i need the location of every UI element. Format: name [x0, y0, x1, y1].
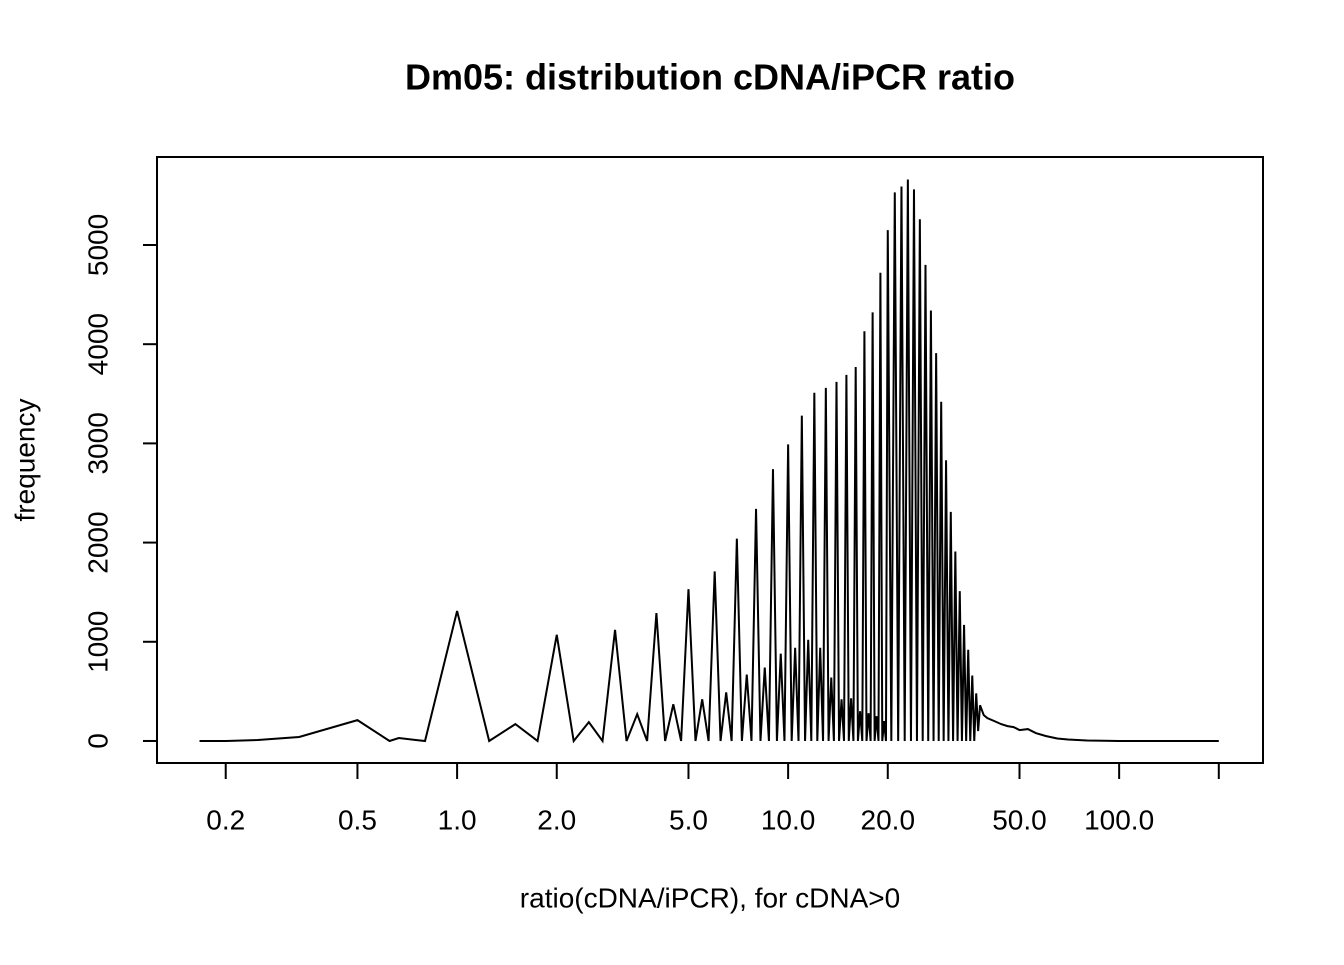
x-tick-label: 0.2: [206, 804, 245, 835]
x-tick-label: 1.0: [438, 804, 477, 835]
x-tick-label: 2.0: [537, 804, 576, 835]
x-tick-label: 100.0: [1084, 804, 1154, 835]
x-tick-label: 50.0: [992, 804, 1047, 835]
y-tick-label: 0: [82, 733, 113, 749]
y-axis-label: frequency: [9, 399, 40, 522]
chart-title: Dm05: distribution cDNA/iPCR ratio: [405, 57, 1015, 98]
y-tick-label: 1000: [82, 611, 113, 673]
y-tick-label: 3000: [82, 412, 113, 474]
x-tick-label: 10.0: [761, 804, 816, 835]
y-tick-label: 5000: [82, 214, 113, 276]
y-tick-label: 2000: [82, 511, 113, 573]
x-axis-label: ratio(cDNA/iPCR), for cDNA>0: [520, 882, 900, 913]
y-tick-label: 4000: [82, 313, 113, 375]
plot-frame: [156, 156, 1264, 764]
x-tick-label: 5.0: [669, 804, 708, 835]
x-tick-label: 20.0: [861, 804, 916, 835]
x-tick-label: 0.5: [338, 804, 377, 835]
data-line: [199, 179, 1219, 744]
